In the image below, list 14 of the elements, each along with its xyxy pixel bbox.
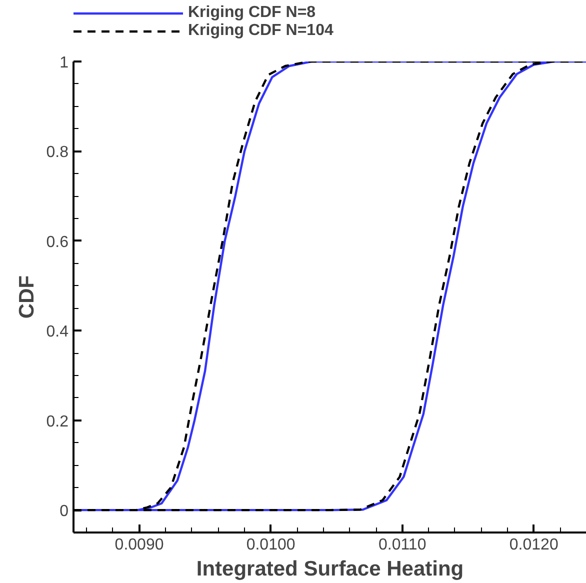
y-tick-label: 0.2	[46, 413, 69, 430]
y-tick-label: 0.4	[46, 324, 69, 341]
x-tick-label: 0.0110	[378, 536, 426, 554]
series-label: Kriging CDF N=104	[188, 22, 334, 40]
x-tick-label: 0.0120	[509, 536, 558, 554]
x-axis-title: Integrated Surface Heating	[196, 558, 464, 580]
y-tick-label: 0.8	[46, 144, 69, 162]
y-tick-label: 0	[60, 503, 69, 520]
x-tick-label: 0.0090	[114, 536, 164, 554]
x-tick-label: 0.0100	[246, 536, 296, 554]
y-axis-title: CDF	[15, 275, 38, 319]
text: Kriging CDF N=8	[188, 4, 316, 22]
y-tick-label: 0.6	[46, 234, 69, 251]
y-tick-label: 1	[60, 54, 69, 72]
